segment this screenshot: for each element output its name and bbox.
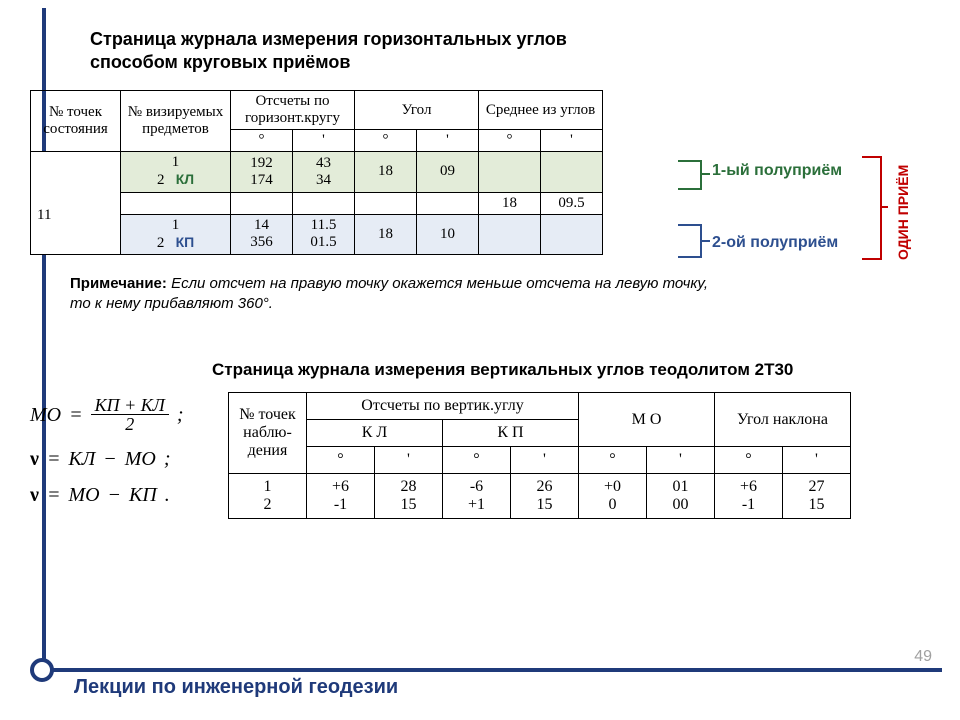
cell — [355, 192, 417, 214]
kp-label: КП — [176, 234, 195, 250]
th-kl: К Л — [307, 420, 443, 447]
cell: 09 — [417, 152, 479, 193]
formula-nu2: ν = MO − КП . — [30, 485, 184, 505]
th-kp: К П — [443, 420, 579, 447]
label-full: ОДИН ПРИЁМ — [895, 240, 911, 260]
table-row: 1 2 +6 -1 28 15 -6 +1 26 15 +0 0 01 00 +… — [229, 474, 851, 519]
cell: -6 +1 — [443, 474, 511, 519]
cell: 28 15 — [375, 474, 443, 519]
th-station: № точек состояния — [31, 91, 121, 152]
note: Примечание: Если отсчет на правую точку … — [70, 274, 710, 313]
cell — [541, 214, 603, 255]
cell-station: 11 — [31, 152, 121, 255]
cell: 1 2 — [229, 474, 307, 519]
th-id: № точек наблю- дения — [229, 393, 307, 474]
bracket-tick — [700, 173, 710, 175]
footer-title: Лекции по инженерной геодезии — [74, 676, 398, 699]
cell: 01 00 — [647, 474, 715, 519]
cell — [541, 152, 603, 193]
cell: 192 174 — [231, 152, 293, 193]
cell: +0 0 — [579, 474, 647, 519]
heading-2: Страница журнала измерения вертикальных … — [212, 360, 932, 380]
th-deg: ° — [579, 447, 647, 474]
table-row: 11 1 2 КЛ 192 174 43 34 18 09 — [31, 152, 603, 193]
th-read: Отсчеты по вертик.углу — [307, 393, 579, 420]
th-min: ' — [375, 447, 443, 474]
heading-1: Страница журнала измерения горизонтальны… — [90, 28, 610, 75]
decor-ring — [30, 658, 54, 682]
th-min: ' — [417, 130, 479, 152]
th-angle: Угол — [355, 91, 479, 130]
th-deg: ° — [307, 447, 375, 474]
note-title: Примечание: — [70, 275, 167, 292]
kl-label: КЛ — [176, 171, 194, 187]
decor-hline — [42, 668, 942, 672]
cell: 26 15 — [511, 474, 579, 519]
th-min: ' — [293, 130, 355, 152]
cell-targets: 1 2 КП — [121, 214, 231, 255]
formulas: MO = КП + КЛ 2 ; ν = КЛ − MO ; ν = MO − … — [30, 396, 184, 521]
cell: 14 356 — [231, 214, 293, 255]
formula-nu1: ν = КЛ − MO ; — [30, 449, 184, 469]
bracket-tick — [880, 206, 888, 208]
cell: +6 -1 — [307, 474, 375, 519]
cell — [231, 192, 293, 214]
th-reading: Отсчеты по горизонт.кругу — [231, 91, 355, 130]
label-half2: 2-ой полуприём — [712, 234, 838, 252]
bracket-full — [862, 156, 882, 260]
th-mo: М О — [579, 393, 715, 447]
cell: 18 — [355, 214, 417, 255]
table-vertical-angles: № точек наблю- дения Отсчеты по вертик.у… — [228, 392, 851, 519]
cell — [479, 152, 541, 193]
cell: +6 -1 — [715, 474, 783, 519]
th-min: ' — [541, 130, 603, 152]
cell: 27 15 — [783, 474, 851, 519]
table-horizontal-angles: № точек состояния № визируемых предметов… — [30, 90, 603, 255]
cell: 11.5 01.5 — [293, 214, 355, 255]
formula-mo: MO = КП + КЛ 2 ; — [30, 396, 184, 433]
th-deg: ° — [715, 447, 783, 474]
th-deg: ° — [355, 130, 417, 152]
th-min: ' — [511, 447, 579, 474]
bracket-half1 — [678, 160, 702, 190]
th-deg: ° — [443, 447, 511, 474]
cell: 43 34 — [293, 152, 355, 193]
cell: 10 — [417, 214, 479, 255]
cell — [417, 192, 479, 214]
th-min: ' — [647, 447, 715, 474]
bracket-tick — [700, 240, 710, 242]
cell — [479, 214, 541, 255]
cell — [293, 192, 355, 214]
cell: 18 — [355, 152, 417, 193]
bracket-half2 — [678, 224, 702, 258]
th-min: ' — [783, 447, 851, 474]
page-number: 49 — [914, 648, 932, 666]
th-ang: Угол наклона — [715, 393, 851, 447]
cell: 09.5 — [541, 192, 603, 214]
th-deg: ° — [231, 130, 293, 152]
th-mean: Среднее из углов — [479, 91, 603, 130]
label-half1: 1-ый полуприём — [712, 162, 842, 180]
cell-targets: 1 2 КЛ — [121, 152, 231, 193]
th-deg: ° — [479, 130, 541, 152]
th-targets: № визируемых предметов — [121, 91, 231, 152]
cell: 18 — [479, 192, 541, 214]
cell — [121, 192, 231, 214]
